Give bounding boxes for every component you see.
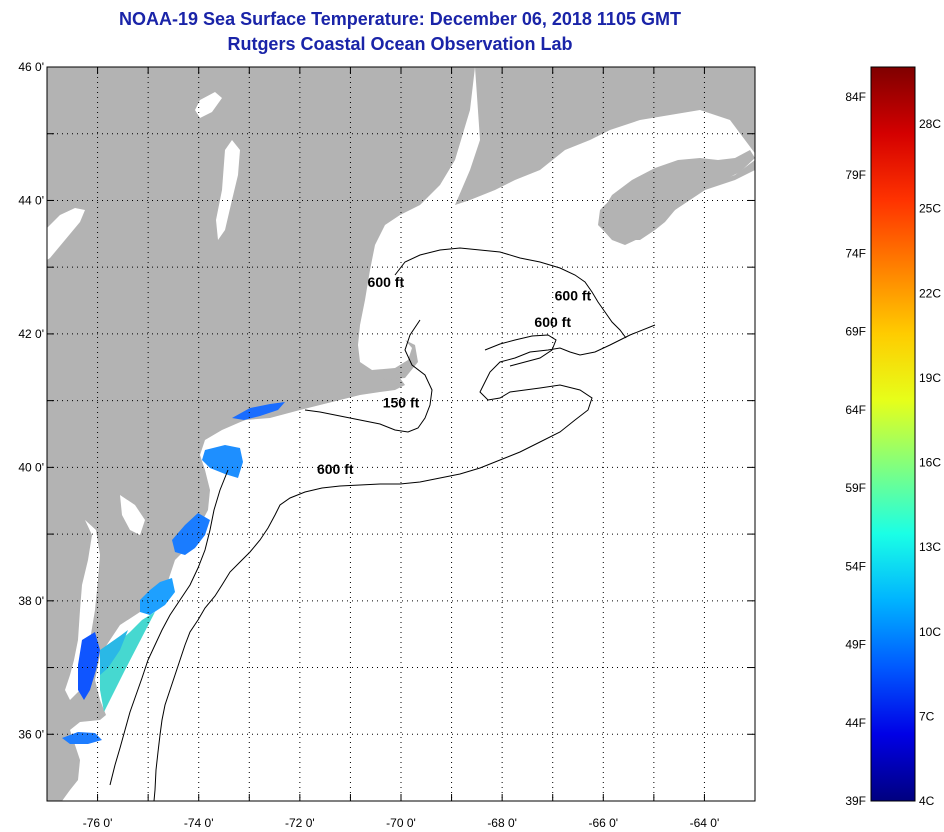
cape-cod-land <box>372 340 418 380</box>
sst-patch-virginia-shelf <box>100 612 155 712</box>
latitude-label: 40 0' <box>18 460 44 474</box>
colorbar <box>870 66 916 802</box>
latitude-label: 38 0' <box>18 594 44 608</box>
sst-patch-pamlico <box>62 732 102 744</box>
colorbar-fahrenheit-label: 54F <box>845 559 866 573</box>
longitude-labels: -76 0' -74 0' -72 0' -70 0' -68 0' -66 0' -64 … <box>83 816 720 830</box>
colorbar-celsius-label: 19C <box>919 371 941 385</box>
sst-patch-chesapeake <box>78 632 100 700</box>
colorbar-celsius-label: 10C <box>919 625 941 639</box>
colorbar-fahrenheit-label: 59F <box>845 481 866 495</box>
sst-patch-nj-coast <box>172 513 210 555</box>
colorbar-celsius-labels: 28C 25C 22C 19C 16C 13C 10C 7C 4C <box>919 117 941 808</box>
colorbar-fahrenheit-label: 79F <box>845 168 866 182</box>
contour-label: 600 ft <box>317 461 354 477</box>
map-title: NOAA-19 Sea Surface Temperature: Decembe… <box>119 9 681 29</box>
latitude-labels: 46 0' 44 0' 42 0' 40 0' 38 0' 36 0' <box>18 60 44 741</box>
colorbar-fahrenheit-label: 84F <box>845 90 866 104</box>
longitude-label: -68 0' <box>487 816 517 830</box>
colorbar-fahrenheit-labels: 84F 79F 74F 69F 64F 59F 54F 49F 44F 39F <box>845 90 866 808</box>
latitude-label: 36 0' <box>18 727 44 741</box>
map-subtitle: Rutgers Coastal Ocean Observation Lab <box>227 34 573 54</box>
colorbar-celsius-label: 16C <box>919 456 941 470</box>
colorbar-fahrenheit-label: 39F <box>845 794 866 808</box>
lake-ontario <box>47 208 85 260</box>
sst-patch-delmarva <box>140 578 175 615</box>
contour-georges-bank <box>484 334 557 367</box>
colorbar-fahrenheit-label: 49F <box>845 638 866 652</box>
latitude-label: 42 0' <box>18 327 44 341</box>
longitude-label: -66 0' <box>588 816 618 830</box>
lake-champlain <box>216 140 240 240</box>
delaware-bay <box>120 495 145 535</box>
contour-label: 600 ft <box>534 314 571 330</box>
sst-patch-virginia-inshore <box>100 630 128 675</box>
longitude-label: -74 0' <box>184 816 214 830</box>
colorbar-celsius-label: 7C <box>919 709 935 723</box>
contour-label: 600 ft <box>555 288 592 304</box>
small-lake <box>195 92 222 118</box>
colorbar-fahrenheit-label: 64F <box>845 403 866 417</box>
graticule <box>47 67 755 801</box>
colorbar-celsius-label: 13C <box>919 540 941 554</box>
sst-patch-long-island-sound <box>232 402 285 420</box>
sst-patch-new-york-bight <box>202 445 243 478</box>
latitude-label: 46 0' <box>18 60 44 74</box>
colorbar-celsius-label: 25C <box>919 202 941 216</box>
colorbar-fahrenheit-label: 69F <box>845 325 866 339</box>
us-land <box>47 67 475 801</box>
latitude-label: 44 0' <box>18 193 44 207</box>
contour-label: 150 ft <box>383 394 420 410</box>
colorbar-celsius-label: 22C <box>919 286 941 300</box>
nova-scotia-land <box>600 150 755 245</box>
colorbar-celsius-label: 4C <box>919 794 935 808</box>
colorbar-celsius-label: 28C <box>919 117 941 131</box>
colorbar-fahrenheit-label: 44F <box>845 716 866 730</box>
chesapeake-bay <box>65 520 100 700</box>
contour-label: 600 ft <box>368 274 405 290</box>
contour-labels: 600 ft 600 ft 600 ft 150 ft 600 ft <box>317 274 592 477</box>
longitude-label: -70 0' <box>386 816 416 830</box>
longitude-label: -76 0' <box>83 816 113 830</box>
colorbar-fahrenheit-label: 74F <box>845 246 866 260</box>
contour-600ft-shelf <box>153 324 656 801</box>
contour-600ft-gom <box>394 247 627 339</box>
longitude-label: -64 0' <box>690 816 720 830</box>
contour-shelf-inner <box>109 469 229 786</box>
longitude-label: -72 0' <box>285 816 315 830</box>
